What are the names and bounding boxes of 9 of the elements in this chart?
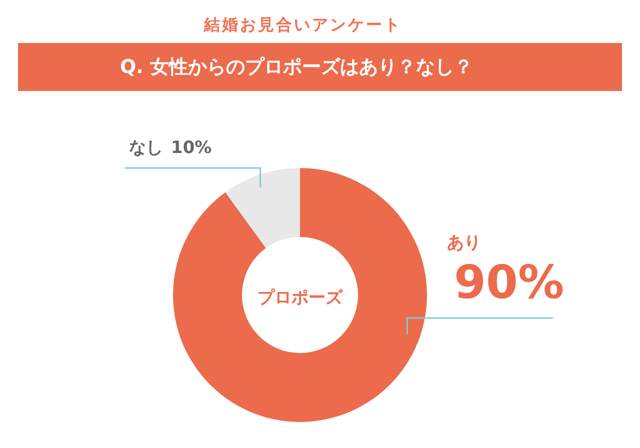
data-label: 10% [171,138,212,158]
data-label: 90% [454,254,564,309]
donut-slice [173,168,427,422]
text: プロポーズ [258,288,344,308]
chart-subtitle: Q. 女性からのプロポーズはあり？なし？ [120,55,473,80]
slice-label: なし [129,138,163,158]
donut-slice [225,168,300,248]
slice-label: あり [447,232,481,253]
chart-title: 結婚お見合いアンケート [202,14,403,36]
